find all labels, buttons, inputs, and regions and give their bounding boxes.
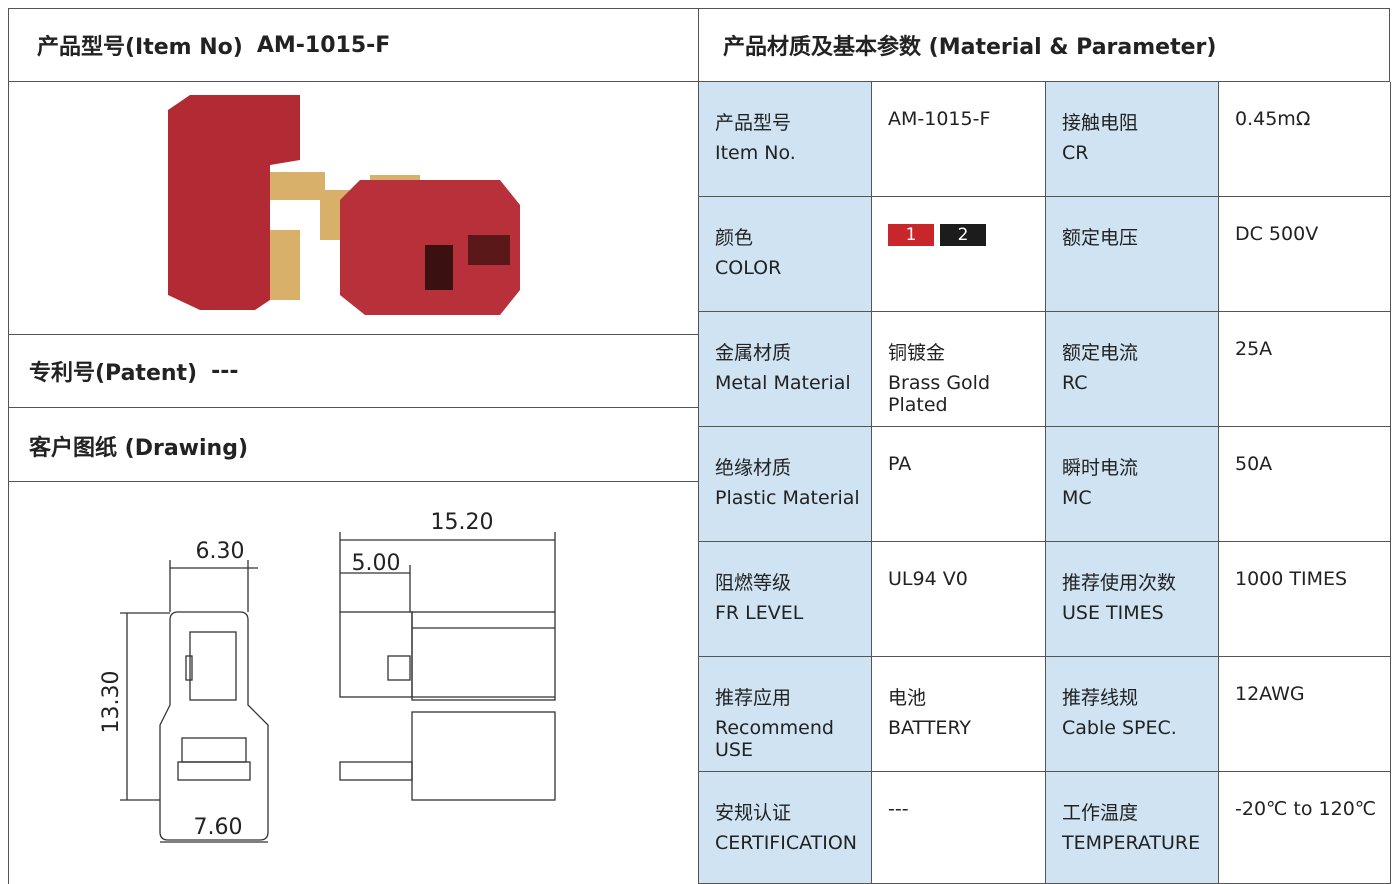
dimension-label: 13.30 xyxy=(99,671,124,734)
dimension-label: 5.00 xyxy=(352,551,401,576)
parameter-header: 产品材质及基本参数 (Material & Parameter) xyxy=(698,8,1390,82)
cell-text: TEMPERATURE xyxy=(1062,832,1201,854)
cell-text: 铜镀金 xyxy=(888,342,946,364)
front-view: 6.30 13.30 7.60 xyxy=(99,539,269,843)
cell-text: Metal Material xyxy=(715,372,851,394)
cell-text: 瞬时电流 xyxy=(1062,457,1139,479)
cell-text: MC xyxy=(1062,487,1092,509)
cell-text: PA xyxy=(888,453,912,475)
cell-text: 50A xyxy=(1235,453,1273,475)
value-cell: AM-1015-F xyxy=(872,82,1046,197)
dimension-label: 15.20 xyxy=(431,510,494,535)
value-cell: DC 500V xyxy=(1219,197,1391,312)
color-swatch: 1 xyxy=(888,224,934,246)
label-cell: 额定电压 xyxy=(1046,197,1219,312)
side-view: 15.20 5.00 xyxy=(339,510,556,801)
cell-text: Plastic Material xyxy=(715,487,860,509)
cell-text: BATTERY xyxy=(888,717,972,739)
cell-text: Brass Gold Plated xyxy=(888,372,991,416)
label-cell: 工作温度 TEMPERATURE xyxy=(1046,772,1219,884)
cell-text: Cable SPEC. xyxy=(1062,717,1177,739)
cell-text: 电池 xyxy=(888,687,927,709)
label-cell: 瞬时电流 MC xyxy=(1046,427,1219,542)
item-header: 产品型号(Item No) AM-1015-F xyxy=(8,8,699,82)
value-cell: -20℃ to 120℃ xyxy=(1219,772,1391,884)
cell-text: --- xyxy=(888,798,909,820)
cell-text: 颜色 xyxy=(715,227,754,249)
cell-text: 接触电阻 xyxy=(1062,112,1139,134)
cell-text: 金属材质 xyxy=(715,342,792,364)
label-cell: 额定电流 RC xyxy=(1046,312,1219,427)
cell-text: 0.45mΩ xyxy=(1235,108,1311,130)
color-swatch: 2 xyxy=(940,224,986,246)
label-cell: 金属材质 Metal Material xyxy=(699,312,872,427)
dimension-label: 7.60 xyxy=(194,815,243,840)
cell-text: 绝缘材质 xyxy=(715,457,792,479)
cell-text: 额定电压 xyxy=(1062,227,1139,249)
label-cell: 接触电阻 CR xyxy=(1046,82,1219,197)
value-cell: 50A xyxy=(1219,427,1391,542)
label-cell: 绝缘材质 Plastic Material xyxy=(699,427,872,542)
cell-text: COLOR xyxy=(715,257,782,279)
cell-text: AM-1015-F xyxy=(888,108,991,130)
drawing-title: 客户图纸 (Drawing) xyxy=(8,408,699,482)
cell-text: USE TIMES xyxy=(1062,602,1164,624)
left-graphics: 6.30 13.30 7.60 15.20 5.00 xyxy=(99,95,556,843)
cell-text: 产品型号 xyxy=(715,112,792,134)
value-cell: 1000 TIMES xyxy=(1219,542,1391,657)
value-cell: 电池 BATTERY xyxy=(872,657,1046,772)
patent-value: --- xyxy=(211,358,239,384)
cell-text: 工作温度 xyxy=(1062,802,1139,824)
label-cell: 安规认证 CERTIFICATION xyxy=(699,772,872,884)
value-cell: --- xyxy=(872,772,1046,884)
label-cell: 颜色 COLOR xyxy=(699,197,872,312)
cell-text: 推荐应用 xyxy=(715,687,792,709)
cell-text: FR LEVEL xyxy=(715,602,804,624)
cell-text: CR xyxy=(1062,142,1089,164)
value-cell: 0.45mΩ xyxy=(1219,82,1391,197)
cell-text: UL94 V0 xyxy=(888,568,968,590)
value-cell: 12AWG xyxy=(1219,657,1391,772)
cell-text: RC xyxy=(1062,372,1088,394)
value-cell: PA xyxy=(872,427,1046,542)
drawing-title-text: 客户图纸 (Drawing) xyxy=(29,436,249,461)
parameter-title: 产品材质及基本参数 (Material & Parameter) xyxy=(723,35,1217,60)
cell-text: DC 500V xyxy=(1235,223,1319,245)
cell-text: 推荐使用次数 xyxy=(1062,572,1177,594)
value-cell: 铜镀金 Brass Gold Plated xyxy=(872,312,1046,427)
cell-text: 阻燃等级 xyxy=(715,572,792,594)
item-label: 产品型号(Item No) xyxy=(37,35,243,60)
cell-text: 25A xyxy=(1235,338,1273,360)
cell-text: Recommend USE xyxy=(715,717,834,761)
item-value: AM-1015-F xyxy=(256,32,391,58)
cell-text: 推荐线规 xyxy=(1062,687,1139,709)
patent: 专利号(Patent) --- xyxy=(8,335,699,408)
cell-text: 12AWG xyxy=(1235,683,1305,705)
cell-text: 1000 TIMES xyxy=(1235,568,1348,590)
label-cell: 推荐线规 Cable SPEC. xyxy=(1046,657,1219,772)
patent-label: 专利号(Patent) xyxy=(29,361,198,386)
dimension-label: 6.30 xyxy=(196,539,245,564)
label-cell: 推荐使用次数 USE TIMES xyxy=(1046,542,1219,657)
cell-text: 安规认证 xyxy=(715,802,792,824)
cell-text: Item No. xyxy=(715,142,796,164)
product-photo xyxy=(168,95,520,315)
photo-frame xyxy=(8,82,699,335)
label-cell: 产品型号 Item No. xyxy=(699,82,872,197)
cell-text: -20℃ to 120℃ xyxy=(1235,798,1377,820)
cell-text: 额定电流 xyxy=(1062,342,1139,364)
drawing-frame xyxy=(8,482,699,884)
label-cell: 阻燃等级 FR LEVEL xyxy=(699,542,872,657)
parameter-table: 产品型号 Item No. AM-1015-F 接触电阻 CR 0.45mΩ 颜色 COLOR… xyxy=(698,82,1391,884)
label-cell: 推荐应用 Recommend USE xyxy=(699,657,872,772)
value-cell: 25A xyxy=(1219,312,1391,427)
value-cell: UL94 V0 xyxy=(872,542,1046,657)
cell-text: CERTIFICATION xyxy=(715,832,857,854)
